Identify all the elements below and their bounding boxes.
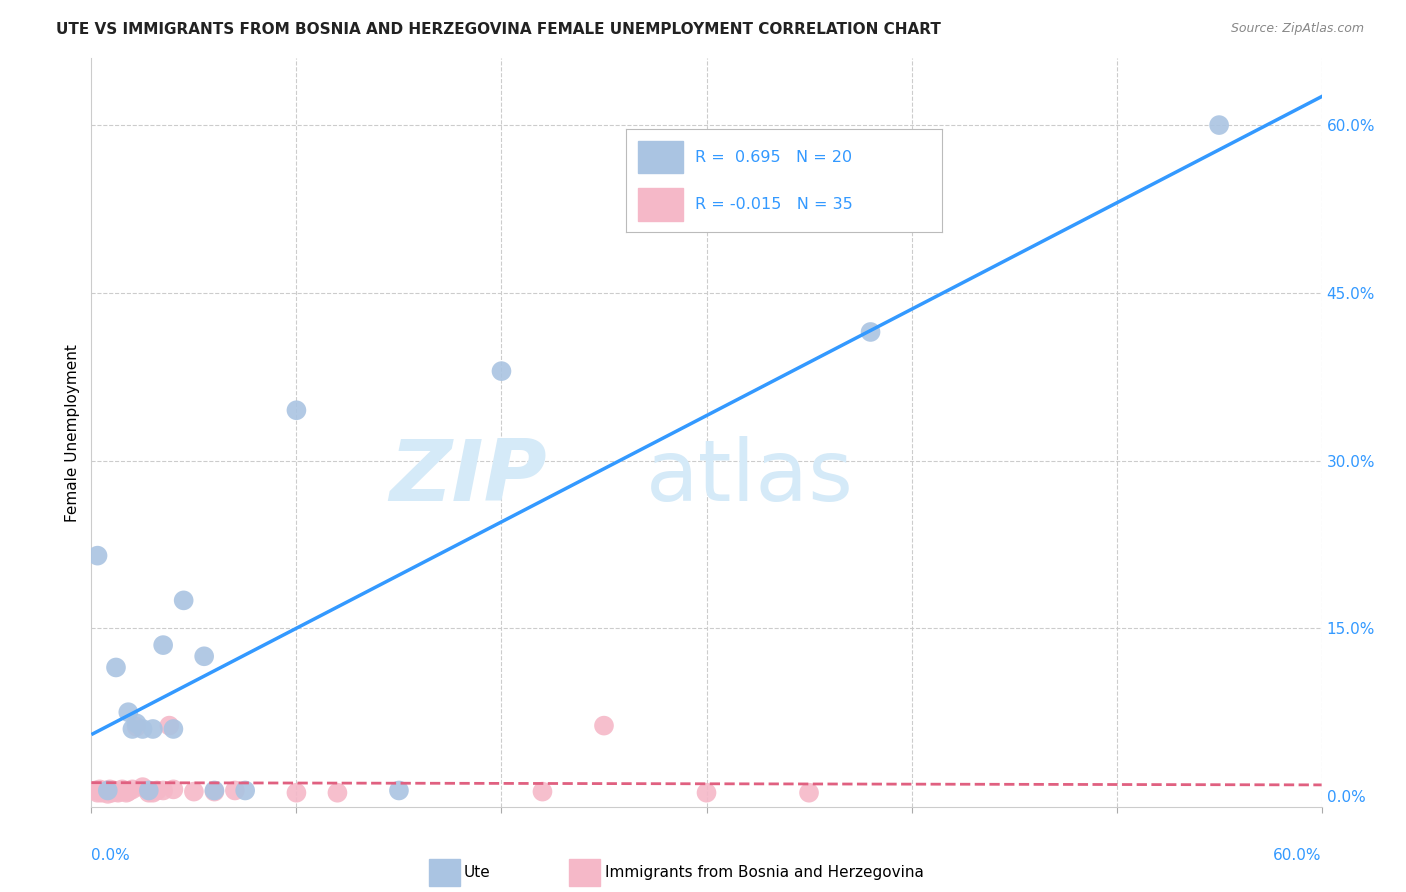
Point: [142, 722, 165, 736]
Point: [173, 593, 195, 607]
Point: [491, 364, 513, 378]
Point: [138, 783, 160, 797]
Point: [593, 718, 616, 732]
Point: [84, 783, 107, 797]
Point: [115, 786, 138, 800]
Point: [138, 786, 160, 800]
Point: [108, 784, 131, 798]
Point: [131, 722, 153, 736]
Point: [112, 783, 135, 797]
Point: [285, 403, 308, 417]
Text: Immigrants from Bosnia and Herzegovina: Immigrants from Bosnia and Herzegovina: [605, 865, 924, 880]
Point: [93, 784, 115, 798]
Point: [233, 783, 256, 797]
Point: [125, 716, 148, 731]
Text: Source: ZipAtlas.com: Source: ZipAtlas.com: [1230, 22, 1364, 36]
Bar: [638, 141, 683, 173]
Point: [121, 782, 143, 797]
Point: [89, 782, 111, 797]
Point: [101, 786, 124, 800]
Point: [142, 786, 165, 800]
Point: [193, 649, 215, 664]
Point: [152, 638, 174, 652]
Point: [285, 786, 308, 800]
Text: R =  0.695   N = 20: R = 0.695 N = 20: [696, 150, 852, 164]
Point: [797, 786, 820, 800]
Point: [202, 784, 225, 798]
Point: [97, 787, 120, 801]
Point: [103, 783, 125, 797]
Point: [131, 780, 153, 794]
Point: [86, 549, 108, 563]
Point: [86, 786, 108, 800]
Point: [117, 705, 139, 719]
Point: [326, 786, 349, 800]
Point: [162, 722, 184, 736]
Point: [117, 784, 139, 798]
Text: 0.0%: 0.0%: [91, 848, 131, 863]
Point: [111, 782, 134, 797]
Point: [388, 783, 411, 797]
Point: [202, 783, 225, 797]
Point: [695, 786, 717, 800]
Point: [157, 718, 180, 732]
Point: [146, 783, 169, 797]
Bar: [638, 188, 683, 220]
Point: [125, 720, 148, 734]
Point: [1208, 118, 1230, 132]
Point: [224, 783, 246, 797]
Point: [121, 722, 143, 736]
Point: [531, 784, 554, 798]
Point: [90, 786, 112, 800]
Point: [94, 783, 117, 797]
Text: R = -0.015   N = 35: R = -0.015 N = 35: [696, 197, 853, 211]
Point: [105, 784, 127, 798]
Point: [97, 783, 120, 797]
Text: ZIP: ZIP: [389, 436, 547, 519]
Text: 60.0%: 60.0%: [1274, 848, 1322, 863]
Point: [98, 782, 121, 797]
Point: [859, 325, 882, 339]
Y-axis label: Female Unemployment: Female Unemployment: [65, 343, 80, 522]
Text: atlas: atlas: [647, 436, 853, 519]
Point: [162, 782, 184, 797]
Text: Ute: Ute: [464, 865, 491, 880]
Point: [107, 786, 129, 800]
Point: [105, 660, 127, 674]
Point: [152, 783, 174, 797]
Text: UTE VS IMMIGRANTS FROM BOSNIA AND HERZEGOVINA FEMALE UNEMPLOYMENT CORRELATION CH: UTE VS IMMIGRANTS FROM BOSNIA AND HERZEG…: [56, 22, 941, 37]
Point: [183, 784, 205, 798]
